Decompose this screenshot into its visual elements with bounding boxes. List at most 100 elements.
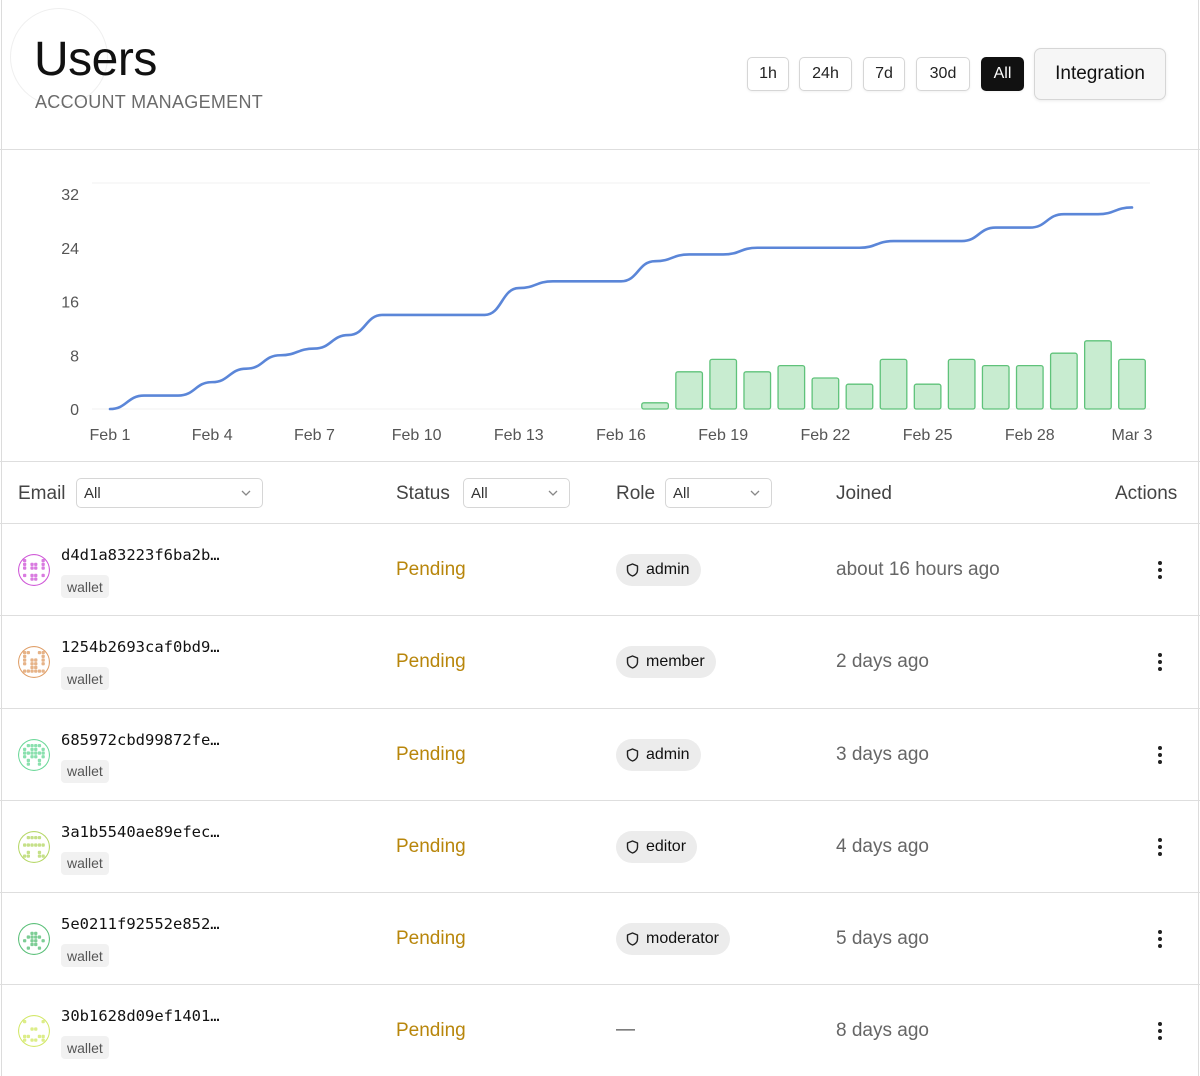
chart-svg: 0 8 16 24 32 Feb 1 Feb 4 Feb 7 Feb 10 Feb 13 Feb 1… bbox=[61, 182, 1153, 444]
row-actions-menu-icon[interactable] bbox=[1148, 741, 1172, 769]
chart-bar bbox=[675, 371, 704, 410]
role-label: member bbox=[646, 653, 705, 671]
role-label: admin bbox=[646, 561, 690, 578]
x-tick-label: Feb 13 bbox=[494, 427, 544, 444]
role-column-header[interactable]: Role bbox=[616, 483, 656, 504]
wallet-badge: wallet bbox=[61, 667, 109, 691]
wallet-badge: wallet bbox=[61, 851, 109, 875]
joined-text: 8 days ago bbox=[836, 1020, 929, 1042]
avatar bbox=[18, 923, 50, 956]
range-7d-button[interactable]: 7d bbox=[863, 57, 905, 91]
x-tick-label: Feb 7 bbox=[294, 427, 335, 444]
table-row[interactable]: 5e0211f92552e852… wallet Pending moderat… bbox=[0, 893, 1200, 986]
email-filter-select[interactable]: All bbox=[76, 478, 263, 508]
joined-text: 3 days ago bbox=[836, 743, 929, 765]
page-header: Users ACCOUNT MANAGEMENT 1h 24h 7d 30d A… bbox=[0, 0, 1200, 150]
chart-bar bbox=[743, 371, 772, 410]
chevron-down-icon bbox=[548, 490, 558, 496]
status-text: Pending bbox=[396, 928, 466, 950]
shield-icon bbox=[626, 563, 639, 577]
x-tick-label: Feb 16 bbox=[596, 427, 646, 444]
status-text: Pending bbox=[396, 559, 466, 580]
role-badge: editor bbox=[616, 830, 698, 863]
chart-bar bbox=[1118, 358, 1146, 410]
cumulative-users-line bbox=[108, 206, 1134, 411]
avatar bbox=[18, 830, 50, 863]
range-30d-button[interactable]: 30d bbox=[916, 57, 970, 91]
role-label: editor bbox=[646, 837, 687, 855]
chart-bar bbox=[1049, 352, 1078, 410]
range-24h-button[interactable]: 24h bbox=[799, 57, 852, 91]
page-subtitle: ACCOUNT MANAGEMENT bbox=[35, 92, 264, 112]
chart-bar bbox=[947, 358, 976, 410]
y-tick-label: 24 bbox=[61, 241, 79, 258]
shield-icon bbox=[626, 747, 639, 762]
users-table-body: d4d1a83223f6ba2b… wallet Pending admin a… bbox=[0, 524, 1200, 1076]
table-row[interactable]: 30b1628d09ef1401… wallet Pending — 8 day… bbox=[0, 985, 1200, 1076]
user-email[interactable]: 685972cbd99872fe… bbox=[61, 730, 220, 749]
chart-bar bbox=[1083, 340, 1112, 410]
row-actions-menu-icon[interactable] bbox=[1148, 648, 1172, 676]
users-chart: 0 8 16 24 32 Feb 1 Feb 4 Feb 7 Feb 10 Feb 13 Feb 1… bbox=[0, 150, 1200, 462]
row-actions-menu-icon[interactable] bbox=[1148, 925, 1172, 953]
wallet-badge: wallet bbox=[61, 759, 109, 783]
y-tick-label: 16 bbox=[61, 295, 79, 312]
page-title: Users bbox=[34, 33, 157, 86]
logo-ring bbox=[10, 8, 108, 106]
range-all-button[interactable]: All bbox=[981, 57, 1024, 91]
chart-bar bbox=[709, 358, 738, 410]
status-text: Pending bbox=[396, 835, 466, 857]
email-filter-value: All bbox=[84, 484, 101, 502]
x-tick-label: Feb 25 bbox=[903, 427, 953, 444]
chart-bar bbox=[913, 383, 942, 410]
chart-bar bbox=[845, 383, 874, 410]
status-filter-select[interactable]: All bbox=[463, 478, 570, 508]
shield-icon bbox=[626, 840, 639, 854]
y-tick-label: 32 bbox=[61, 187, 79, 204]
wallet-badge: wallet bbox=[61, 575, 109, 598]
table-row[interactable]: 1254b2693caf0bd9… wallet Pending member … bbox=[0, 616, 1200, 709]
role-badge: member bbox=[616, 646, 716, 679]
role-filter-select[interactable]: All bbox=[665, 478, 772, 508]
chart-bar bbox=[811, 377, 840, 410]
avatar bbox=[18, 738, 50, 771]
x-tick-label: Feb 28 bbox=[1005, 427, 1055, 444]
range-1h-button[interactable]: 1h bbox=[747, 57, 789, 91]
status-text: Pending bbox=[396, 651, 466, 673]
user-email[interactable]: 3a1b5540ae89efec… bbox=[61, 822, 220, 841]
role-empty: — bbox=[616, 1019, 635, 1041]
table-row[interactable]: d4d1a83223f6ba2b… wallet Pending admin a… bbox=[0, 524, 1200, 617]
joined-text: 5 days ago bbox=[836, 928, 929, 950]
x-tick-label: Feb 1 bbox=[90, 427, 131, 444]
status-text: Pending bbox=[396, 743, 466, 765]
role-badge: moderator bbox=[616, 923, 730, 956]
role-badge: admin bbox=[616, 738, 701, 771]
chevron-down-icon bbox=[750, 490, 760, 496]
y-tick-label: 8 bbox=[70, 348, 79, 365]
joined-text: about 16 hours ago bbox=[836, 559, 1000, 580]
avatar bbox=[18, 554, 50, 586]
joined-text: 2 days ago bbox=[836, 651, 929, 673]
integration-button[interactable]: Integration bbox=[1034, 48, 1166, 100]
user-email[interactable]: d4d1a83223f6ba2b… bbox=[61, 546, 220, 564]
row-actions-menu-icon[interactable] bbox=[1148, 833, 1172, 861]
x-tick-label: Feb 19 bbox=[698, 427, 748, 444]
row-actions-menu-icon[interactable] bbox=[1148, 556, 1172, 584]
role-label: moderator bbox=[646, 930, 719, 948]
table-row[interactable]: 685972cbd99872fe… wallet Pending admin 3… bbox=[0, 709, 1200, 801]
x-tick-label: Feb 10 bbox=[392, 427, 442, 444]
status-filter-value: All bbox=[471, 484, 488, 502]
y-tick-label: 0 bbox=[70, 402, 79, 419]
x-tick-label: Feb 4 bbox=[192, 427, 233, 444]
user-email[interactable]: 30b1628d09ef1401… bbox=[61, 1007, 220, 1026]
email-column-header[interactable]: Email bbox=[18, 483, 66, 504]
user-email[interactable]: 1254b2693caf0bd9… bbox=[61, 638, 220, 657]
table-row[interactable]: 3a1b5540ae89efec… wallet Pending editor … bbox=[0, 801, 1200, 894]
user-email[interactable]: 5e0211f92552e852… bbox=[61, 915, 220, 934]
joined-column-header[interactable]: Joined bbox=[836, 483, 892, 504]
row-actions-menu-icon[interactable] bbox=[1148, 1017, 1172, 1045]
x-tick-label: Feb 22 bbox=[800, 427, 850, 444]
wallet-badge: wallet bbox=[61, 944, 109, 968]
chart-bar bbox=[981, 364, 1010, 410]
status-column-header[interactable]: Status bbox=[396, 483, 450, 504]
